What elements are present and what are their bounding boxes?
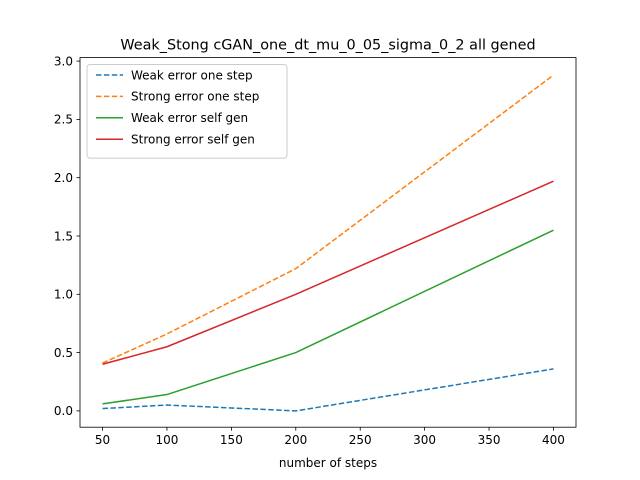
y-tick-label: 3.0 <box>54 54 73 68</box>
x-tick-label: 300 <box>413 433 436 447</box>
x-tick-label: 200 <box>284 433 307 447</box>
y-tick-label: 0.5 <box>54 346 73 360</box>
x-tick-label: 400 <box>542 433 565 447</box>
x-tick-label: 50 <box>95 433 110 447</box>
legend-label: Weak error one step <box>131 68 253 82</box>
plot-area <box>102 74 554 412</box>
series-line-2 <box>102 74 554 364</box>
x-tick-label: 100 <box>156 433 179 447</box>
y-tick-label: 2.5 <box>54 113 73 127</box>
x-tick-label: 150 <box>220 433 243 447</box>
legend-box <box>86 64 288 159</box>
x-tick-label: 250 <box>349 433 372 447</box>
x-axis-label: number of steps <box>279 456 377 470</box>
legend: Weak error one step Strong error one step… <box>86 64 288 159</box>
y-tick-label: 1.0 <box>54 288 73 302</box>
y-tick-label: 0.0 <box>54 404 73 418</box>
y-axis: 0.0 0.5 1.0 1.5 2.0 2.5 3.0 <box>54 54 80 418</box>
y-tick-label: 1.5 <box>54 229 73 243</box>
legend-label: Strong error self gen <box>131 133 255 147</box>
series-line-3 <box>102 229 554 405</box>
legend-label: Weak error self gen <box>131 111 248 125</box>
series-line-4 <box>102 180 554 365</box>
x-tick-label: 350 <box>478 433 501 447</box>
legend-label: Strong error one step <box>131 90 259 104</box>
series-line-1 <box>102 368 554 412</box>
y-tick-label: 2.0 <box>54 171 73 185</box>
chart-title: Weak_Stong cGAN_one_dt_mu_0_05_sigma_0_2… <box>120 38 535 54</box>
axes-frame <box>79 57 577 428</box>
x-axis: 50 100 150 200 250 300 350 400 <box>95 427 565 447</box>
